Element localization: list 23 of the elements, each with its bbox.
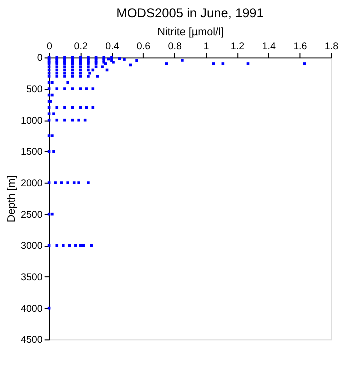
x-axis-title: Nitrite [µmol/l] xyxy=(158,26,224,39)
y-tick-label: 1500 xyxy=(20,147,44,158)
y-tick-label: 0 xyxy=(37,53,44,64)
x-tick-label: 1 xyxy=(204,41,210,52)
x-tick-label: 1.2 xyxy=(230,41,245,52)
y-tick-label: 2500 xyxy=(20,210,44,221)
x-tick-label: 1.8 xyxy=(324,41,340,52)
y-tick-label: 500 xyxy=(26,84,44,96)
x-tick-label: 1.6 xyxy=(294,41,308,52)
y-tick-label: 4000 xyxy=(20,304,44,315)
y-tick-label: 3000 xyxy=(20,241,44,252)
y-tick-label: 1000 xyxy=(20,116,44,127)
x-tick-label: 1.4 xyxy=(262,41,276,52)
x-tick-label: 0.8 xyxy=(168,41,182,52)
x-tick-label: 0.6 xyxy=(136,41,152,52)
x-tick-label: 0.4 xyxy=(106,41,120,52)
y-tick-label: 4500 xyxy=(20,335,44,346)
y-tick-label: 2000 xyxy=(20,178,44,190)
chart-title: MODS2005 in June, 1991 xyxy=(116,5,264,20)
y-tick-label: 3500 xyxy=(20,272,44,284)
x-tick-label: 0.2 xyxy=(74,41,88,52)
y-axis-title: Depth [m] xyxy=(6,176,18,223)
x-tick-label: 0 xyxy=(47,41,54,52)
